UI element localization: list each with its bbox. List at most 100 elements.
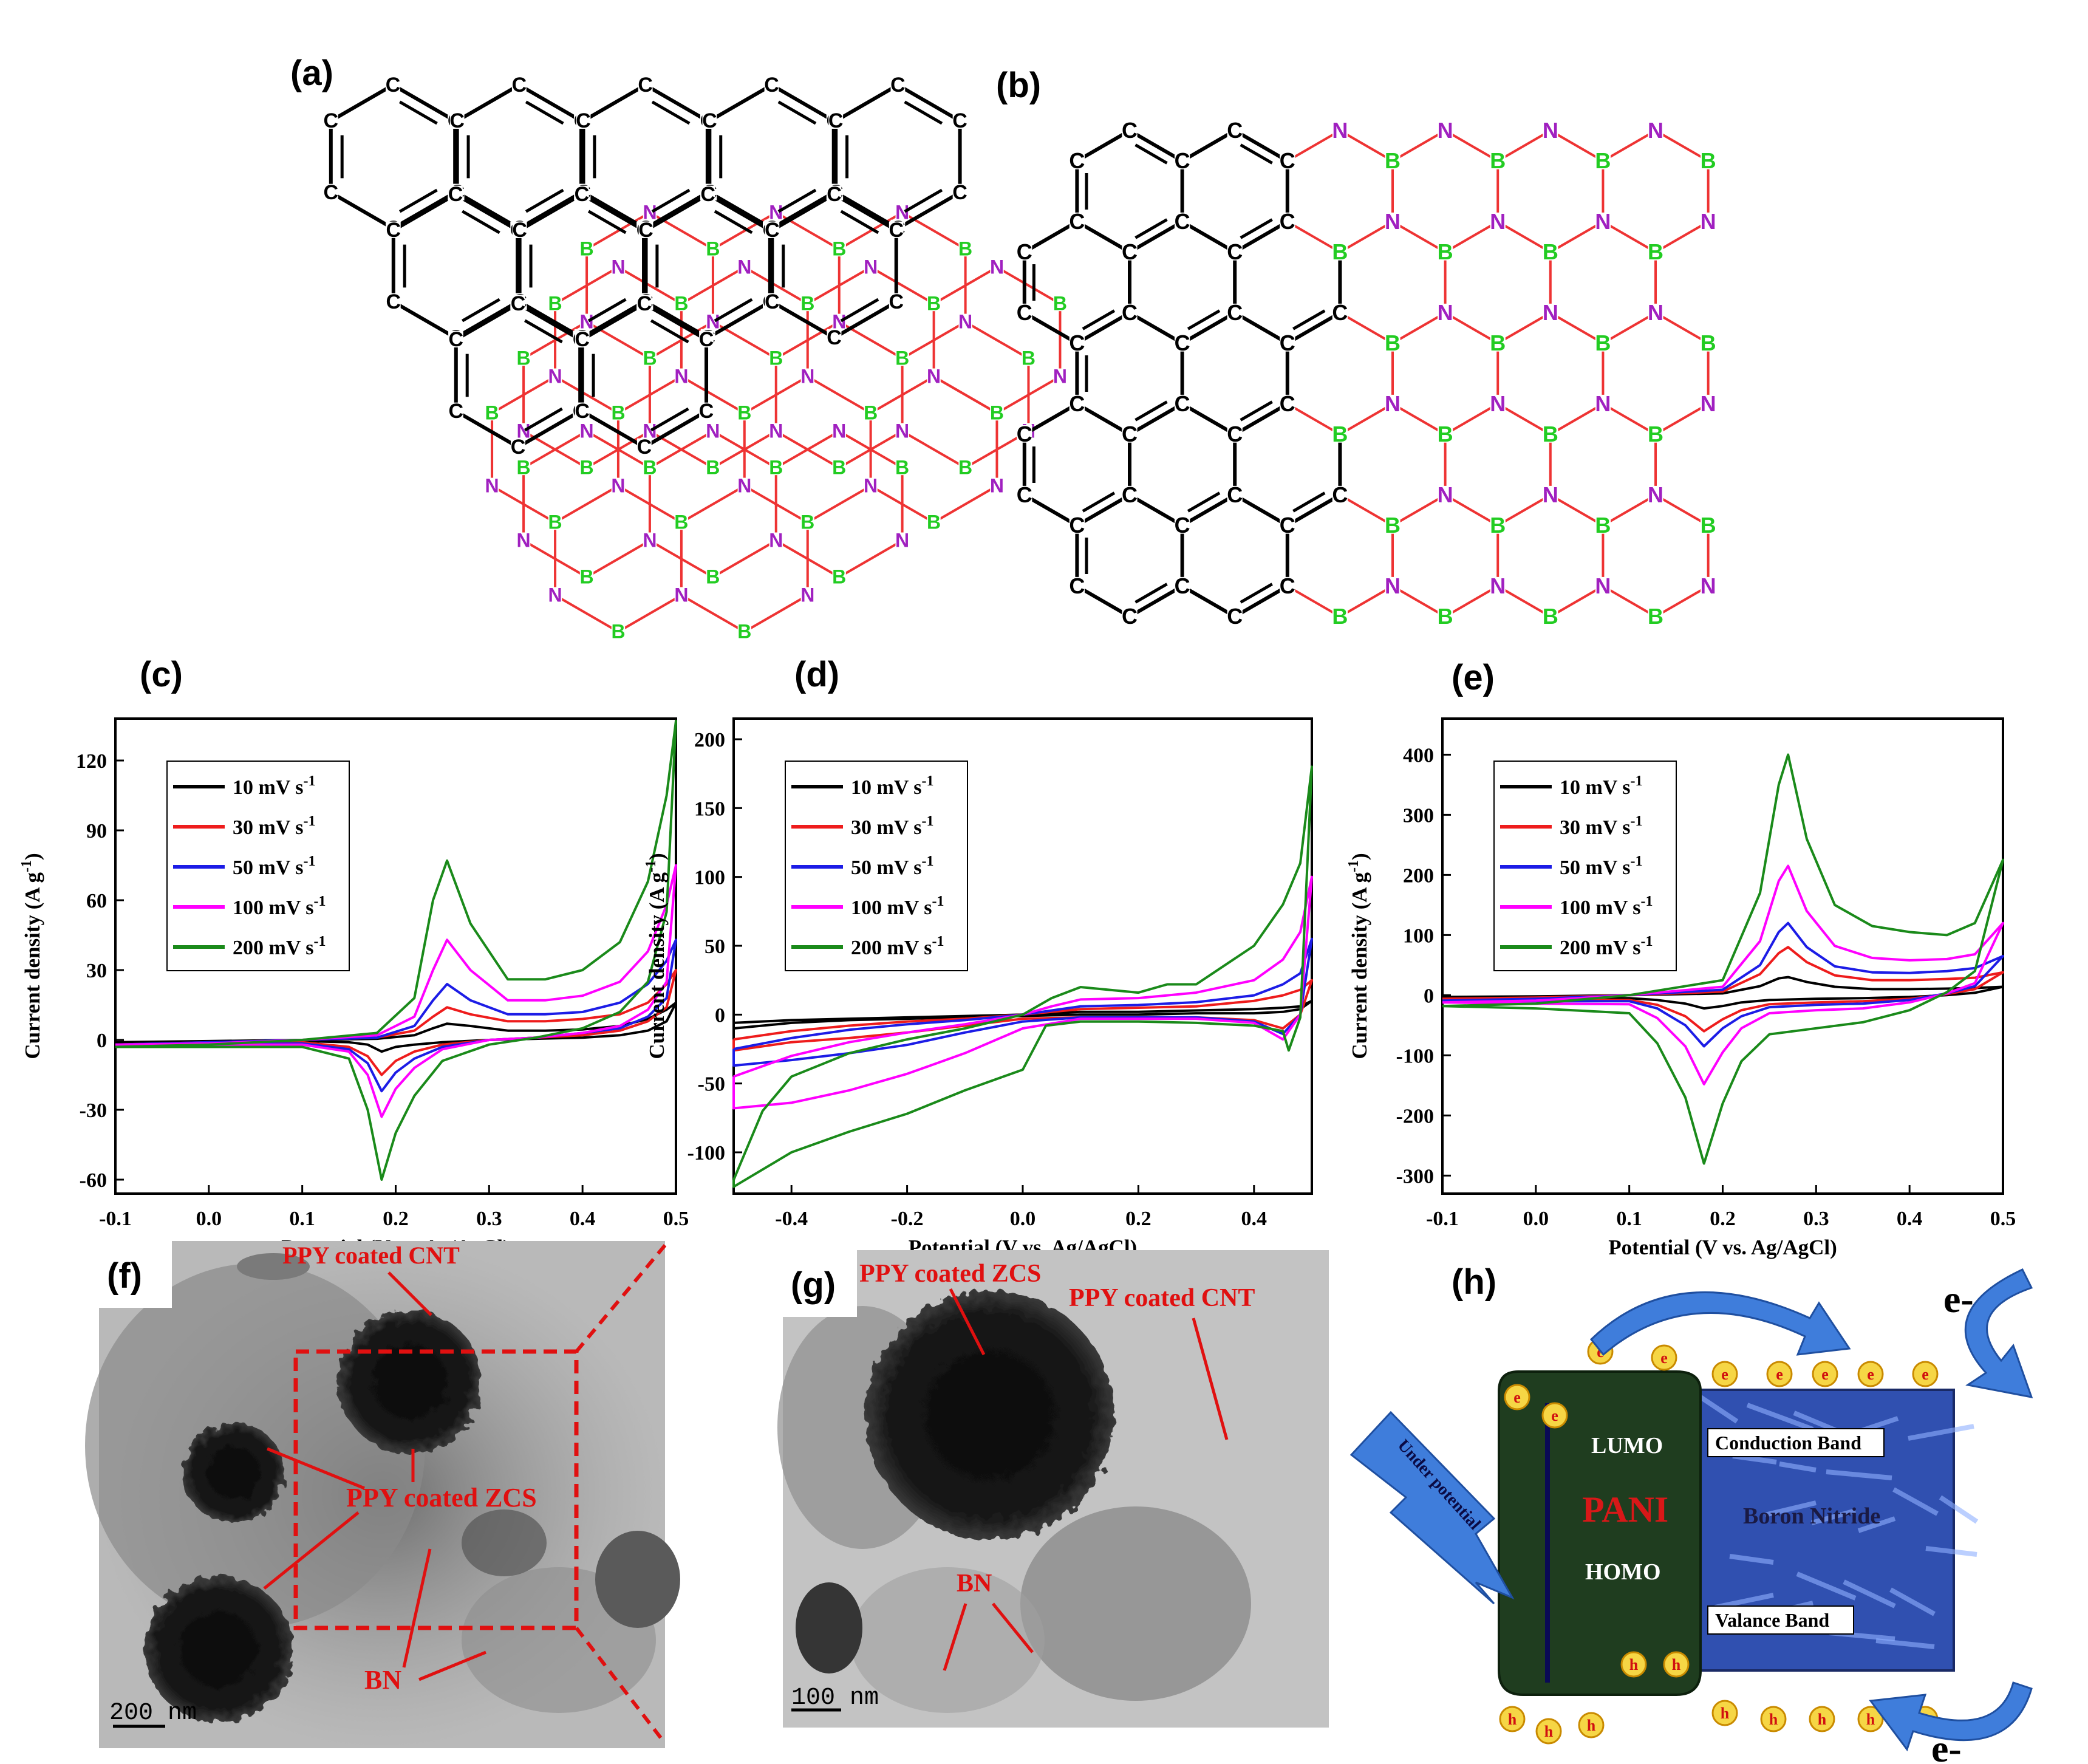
annot-f-cnt: PPY coated CNT	[282, 1242, 460, 1269]
bond	[1023, 311, 1078, 345]
atom-bg	[1175, 151, 1190, 169]
series-line-200mv	[1442, 753, 2004, 1165]
hole-symbol: h	[1672, 1656, 1681, 1673]
atom-N: N	[643, 202, 657, 224]
double-bond	[524, 319, 563, 344]
hole-dot	[1620, 1651, 1647, 1678]
series-line-30mv	[1442, 946, 2004, 1033]
annot-f-bn: BN	[364, 1665, 401, 1695]
x-tick-label: -0.1	[99, 1208, 132, 1230]
atom-bg	[548, 587, 562, 603]
atom-bg	[895, 532, 909, 549]
bn-flake	[1764, 1500, 1817, 1517]
annot-g-cnt: PPY coated CNT	[1069, 1284, 1255, 1312]
atom-bg	[1701, 333, 1716, 352]
atom-C: C	[638, 74, 653, 97]
atom-B: B	[895, 457, 909, 479]
atom-bg	[1280, 333, 1295, 352]
x-tick-label: 0.1	[1616, 1208, 1642, 1230]
double-bond	[714, 210, 753, 234]
atom-B: B	[1648, 604, 1663, 629]
legend-exponent: -1	[1631, 773, 1643, 789]
y-tick-label: 150	[694, 798, 725, 820]
atom-N: N	[579, 420, 593, 442]
bond	[1655, 403, 1709, 436]
atom-bg	[895, 459, 909, 476]
x-tick-label: 0.3	[476, 1208, 502, 1230]
atom-bg	[386, 293, 401, 310]
atom-bg	[579, 313, 594, 330]
bond	[644, 191, 709, 230]
bond	[771, 300, 836, 340]
atom-bg	[800, 514, 814, 530]
molecule-b-graphene-hbn-hybrid: CCCCCCCCCCBNBNBNBNBNBNBNBNCCCCCCCCBNBNBN…	[1017, 118, 1716, 629]
atom-bg	[1595, 151, 1611, 169]
atom-C: C	[1280, 391, 1295, 416]
atom-N: N	[1490, 391, 1506, 416]
bn-flake	[1939, 1495, 1979, 1524]
atom-bg	[449, 112, 465, 129]
bond	[712, 211, 777, 250]
atom-bg	[1595, 516, 1611, 534]
atom-C: C	[702, 109, 717, 132]
atom-N: N	[643, 530, 657, 552]
atom-B: B	[864, 402, 878, 424]
double-bond	[525, 188, 564, 213]
atom-bg	[1595, 394, 1611, 412]
legend-label: 200 mV s-1	[851, 934, 944, 959]
atom-B: B	[990, 402, 1004, 424]
bond	[712, 430, 777, 469]
bond	[517, 409, 581, 449]
double-bond	[1240, 143, 1273, 165]
atom-bg	[927, 514, 941, 530]
atom-C: C	[1227, 422, 1243, 446]
atom-bg	[575, 330, 590, 347]
atom-B: B	[769, 347, 783, 369]
bond	[1549, 220, 1604, 253]
homo-label: HOMO	[1585, 1559, 1661, 1585]
atom-N: N	[769, 530, 783, 552]
bond	[554, 485, 619, 524]
panel-label-h: (h)	[1452, 1262, 1496, 1302]
electron-symbol: e	[1922, 1366, 1929, 1383]
atom-bg	[1069, 576, 1085, 595]
atom-B: B	[1543, 604, 1558, 629]
atom-C: C	[765, 290, 780, 313]
bond	[1497, 312, 1551, 344]
atom-C: C	[1122, 118, 1138, 143]
atom-C: C	[511, 292, 526, 315]
atom-N: N	[927, 366, 941, 388]
panel-label-a: (a)	[290, 53, 333, 93]
legend-label: 30 mV s-1	[1560, 813, 1643, 839]
bond	[1444, 220, 1499, 253]
atom-bg	[548, 514, 562, 530]
x-tick-label: 0.0	[196, 1208, 222, 1230]
atom-bg	[1069, 333, 1085, 352]
atom-B: B	[1648, 239, 1663, 264]
atom-bg	[1069, 212, 1085, 230]
bn-flake	[1699, 1395, 1739, 1424]
series-line-50mv	[732, 937, 1313, 1067]
bond	[645, 300, 709, 340]
atom-C: C	[1280, 330, 1295, 355]
atom-B: B	[1385, 513, 1401, 538]
atom-bg	[1053, 295, 1067, 312]
double-bond	[650, 319, 689, 344]
annot-g-bn: BN	[957, 1570, 992, 1598]
bond	[775, 430, 840, 469]
atom-bg	[576, 112, 591, 129]
atom-bg	[1543, 607, 1558, 625]
atom-B: B	[1332, 422, 1348, 446]
double-bond	[1134, 218, 1168, 239]
y-tick-label: 60	[86, 890, 107, 912]
bn-flake	[1779, 1461, 1817, 1472]
atom-bg	[1069, 516, 1085, 534]
atom-C: C	[511, 436, 526, 459]
bond	[1286, 403, 1341, 436]
atom-bg	[1227, 607, 1243, 625]
y-axis-label: Current density (A g-1)	[643, 853, 669, 1059]
atom-bg	[1332, 242, 1348, 261]
bond	[807, 375, 872, 414]
atom-bg	[1332, 121, 1348, 139]
